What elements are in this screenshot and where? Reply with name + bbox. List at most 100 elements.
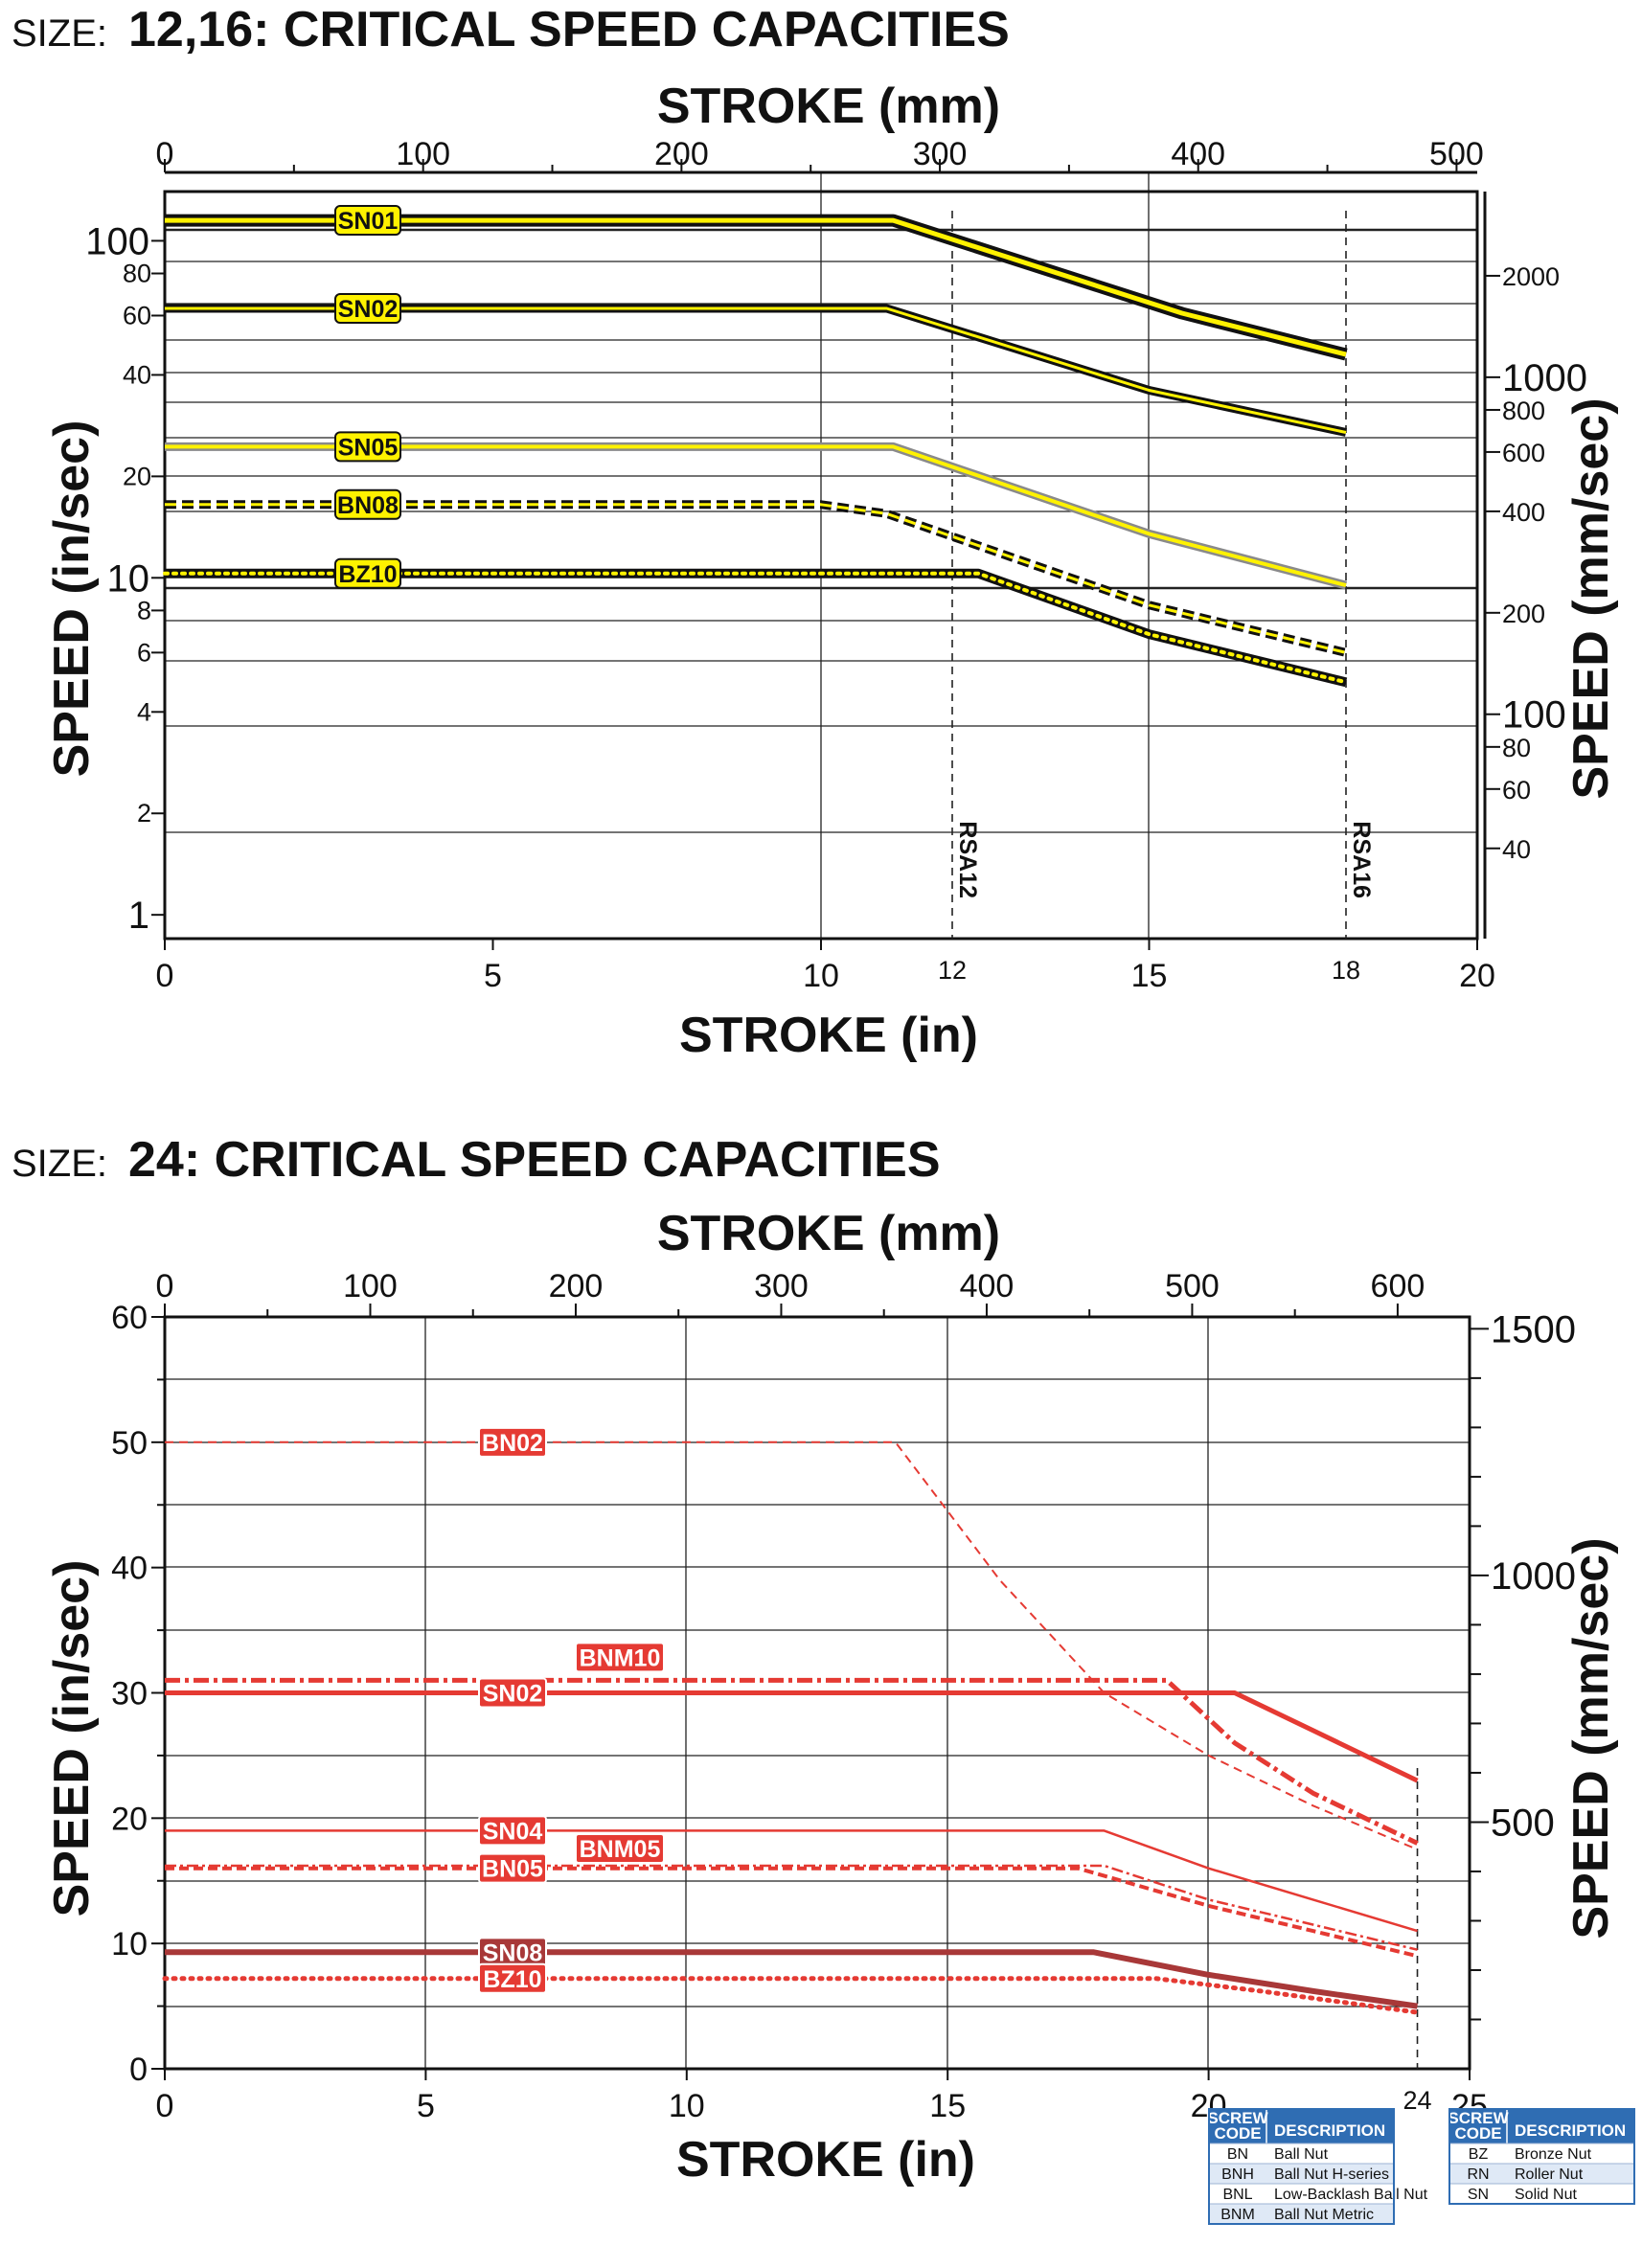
legend-row-code: SN (1468, 2187, 1489, 2203)
y-right-tick-label: 400 (1502, 498, 1545, 527)
y-right-tick-label: 1000 (1491, 1555, 1576, 1598)
legend-header-code: SCREW (1448, 2109, 1509, 2127)
y-tick-label: 20 (111, 1801, 148, 1837)
series-label-bg (478, 1962, 547, 1994)
series-label-bg (334, 431, 401, 463)
series-label-bg (575, 1833, 665, 1865)
x-top-tick-label: 600 (1371, 1268, 1425, 1304)
x-top-tick-label: 200 (549, 1268, 604, 1304)
series-label-text: SN08 (483, 1939, 543, 1966)
chart-1-y-axis-title-right: SPEED (mm/sec) (1563, 397, 1619, 799)
ref-label-rsa16: RSA16 (1348, 821, 1375, 898)
y-tick-label: 0 (129, 2052, 148, 2088)
y-tick-label: 100 (85, 220, 149, 262)
y-tick-label: 10 (111, 1926, 148, 1962)
series-label-text: SN02 (338, 296, 399, 323)
series-bz10 (163, 568, 1348, 688)
series-label-sn02: SN02 (478, 1677, 547, 1709)
y-right-tick-label: 1500 (1491, 1308, 1576, 1350)
series-bn08 (165, 500, 1348, 657)
y-right-tick-label: 80 (1502, 734, 1531, 762)
chart-1: SIZE: 12,16: CRITICAL SPEED CAPACITIES S… (11, 2, 1619, 1063)
series-sn02 (165, 304, 1347, 437)
y-right-tick-label: 2000 (1502, 262, 1560, 291)
series-label-text: BZ10 (338, 561, 397, 588)
y-right-tick-label: 40 (1502, 835, 1531, 864)
y-tick-label: 40 (111, 1551, 148, 1587)
series-label-text: SN04 (483, 1818, 543, 1845)
chart-2-y-axis-title: SPEED (in/sec) (44, 1560, 100, 1917)
series-label-text: BNM05 (580, 1836, 661, 1863)
y-tick-label: 8 (137, 596, 151, 624)
series-bn05 (165, 1866, 1418, 1959)
x-tick-label: 15 (1131, 958, 1168, 994)
y-tick-label: 60 (111, 1300, 148, 1336)
x-top-tick-label: 500 (1429, 136, 1484, 172)
y-tick-label: 10 (107, 557, 150, 600)
legend-border (1448, 2108, 1635, 2205)
series-label-bg (334, 293, 401, 325)
legend-row-description: Solid Nut (1515, 2187, 1577, 2203)
series-label-sn02: SN02 (334, 293, 401, 325)
y-right-tick-label: 600 (1502, 439, 1545, 467)
legend-row-description: Ball Nut Metric (1274, 2207, 1374, 2223)
series-sn05 (165, 442, 1348, 590)
x-top-tick-label: 100 (396, 136, 450, 172)
x-tick-label-special: 12 (938, 956, 967, 985)
x-top-tick-label: 400 (1171, 136, 1225, 172)
legend-header-code: CODE (1454, 2124, 1501, 2143)
series-label-bz10: BZ10 (478, 1962, 547, 1994)
legend-header-bg (1449, 2109, 1634, 2143)
legend-header-description: DESCRIPTION (1274, 2121, 1385, 2140)
legend-row-code: BNM (1220, 2207, 1255, 2223)
y-right-tick-label: 800 (1502, 397, 1545, 425)
series-label-text: BN02 (482, 1430, 543, 1457)
y-tick-label: 6 (137, 638, 151, 667)
y-tick-label: 30 (111, 1676, 148, 1712)
x-tick-label-special: 24 (1403, 2086, 1431, 2115)
ref-label-rsa12: RSA12 (954, 821, 981, 898)
x-top-tick-label: 400 (960, 1268, 1015, 1304)
legend-border (1208, 2108, 1395, 2225)
series-label-text: BZ10 (483, 1966, 541, 1993)
series-label-bg (478, 1426, 547, 1458)
legend-row-description: Bronze Nut (1515, 2146, 1592, 2163)
x-top-tick-label: 300 (754, 1268, 809, 1304)
chart-1-size-prefix: SIZE: (11, 12, 107, 55)
y-right-tick-label: 500 (1491, 1802, 1555, 1844)
series-label-text: SN01 (338, 208, 399, 235)
series-label-bg (478, 1677, 547, 1709)
series-label-bg (334, 205, 401, 237)
chart-1-top-axis-title: STROKE (mm) (657, 79, 1000, 134)
series-sn05-line-1 (165, 444, 1347, 588)
series-label-sn08: SN08 (478, 1937, 547, 1968)
series-label-bg (478, 1852, 547, 1884)
series-sn01-line-0 (165, 214, 1348, 361)
legend-row-code: BNL (1222, 2187, 1252, 2203)
legend-row-description: Low-Backlash Ball Nut (1274, 2187, 1428, 2203)
legend-header-code: SCREW (1207, 2109, 1268, 2127)
series-sn02-line-1 (165, 306, 1347, 434)
chart-2: SIZE: 24: CRITICAL SPEED CAPACITIES STRO… (11, 1132, 1619, 2188)
chart-2-bottom-axis-title: STROKE (in) (676, 2132, 975, 2188)
x-top-tick-label: 300 (913, 136, 968, 172)
legend-row-description: Roller Nut (1515, 2166, 1584, 2183)
x-tick-label: 20 (1459, 958, 1495, 994)
legend-row-code: BN (1227, 2146, 1248, 2163)
legend-header-description: DESCRIPTION (1515, 2121, 1626, 2140)
series-label-sn05: SN05 (334, 431, 401, 463)
y-tick-label: 40 (123, 360, 151, 389)
y-right-tick-label: 100 (1502, 694, 1566, 737)
series-sn04 (165, 1829, 1418, 1933)
series-label-bg (575, 1642, 665, 1673)
x-top-tick-label: 200 (654, 136, 709, 172)
series-label-text: BNM10 (580, 1644, 661, 1671)
x-tick-label-special: 18 (1332, 956, 1360, 985)
x-tick-label: 10 (803, 958, 839, 994)
x-tick-label: 0 (156, 2088, 174, 2124)
legend-row-code: RN (1467, 2166, 1489, 2183)
y-right-tick-label: 200 (1502, 600, 1545, 628)
x-tick-label: 10 (669, 2088, 705, 2124)
series-label-sn01: SN01 (334, 205, 401, 237)
